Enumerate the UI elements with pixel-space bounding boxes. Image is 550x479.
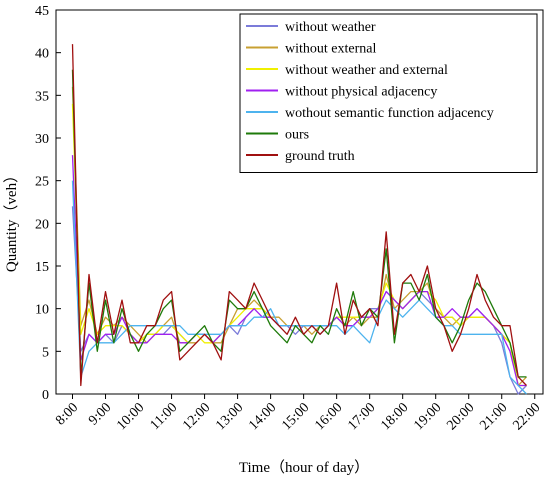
y-axis-title: Quantity（veh）: [3, 168, 20, 272]
x-tick-label: 17:00: [345, 400, 378, 433]
legend-label: without weather: [285, 20, 376, 35]
series-line-6: [71, 44, 527, 387]
x-tick-label: 8:00: [53, 400, 81, 428]
series-layer: [71, 44, 527, 395]
x-tick-label: 9:00: [86, 400, 114, 428]
legend-label: without weather and external: [285, 63, 448, 78]
x-tick-label: 14:00: [246, 400, 279, 433]
series-line-4: [71, 180, 527, 395]
series-line-3: [71, 155, 527, 387]
legend-label: ground truth: [285, 149, 355, 164]
legend-box: [239, 13, 538, 173]
x-tick-label: 21:00: [477, 400, 510, 433]
y-tick-label: 30: [35, 132, 49, 147]
y-tick-label: 40: [35, 47, 49, 62]
legend-label: without physical adjacency: [285, 85, 437, 100]
y-tick-label: 10: [35, 303, 49, 318]
legend: without weather without external without w…: [239, 13, 538, 173]
y-tick-label: 5: [42, 345, 49, 360]
x-tick-label: 13:00: [213, 400, 246, 433]
plot-area: [55, 9, 544, 395]
x-axis: 8:00 9:00 10:00 11:00 12:00 13:00 14:00 15:00 16…: [53, 394, 544, 433]
series-line-5: [71, 69, 527, 378]
x-tick-label: 20:00: [444, 400, 477, 433]
x-tick-label: 16:00: [312, 400, 345, 433]
x-tick-label: 22:00: [510, 400, 543, 433]
y-tick-label: 20: [35, 217, 49, 232]
x-tick-label: 11:00: [148, 400, 181, 433]
legend-label: without external: [285, 42, 376, 57]
x-axis-title: Time（hour of day）: [239, 459, 369, 476]
x-tick-label: 12:00: [180, 400, 213, 433]
y-tick-label: 45: [35, 4, 49, 19]
y-axis: 0 5 10 15 20 25 30 35 40 45: [35, 4, 61, 403]
y-tick-label: 25: [35, 175, 49, 190]
y-tick-label: 15: [35, 260, 49, 275]
x-tick-label: 10:00: [114, 400, 147, 433]
series-line-0: [71, 206, 527, 395]
x-tick-label: 15:00: [279, 400, 312, 433]
x-tick-label: 19:00: [411, 400, 444, 433]
x-tick-label: 18:00: [378, 400, 411, 433]
legend-label: ours: [285, 128, 309, 143]
y-tick-label: 35: [35, 89, 49, 104]
plot-border: [55, 9, 544, 395]
y-tick-label: 0: [42, 388, 49, 403]
legend-label: wothout semantic function adjacency: [285, 106, 494, 121]
